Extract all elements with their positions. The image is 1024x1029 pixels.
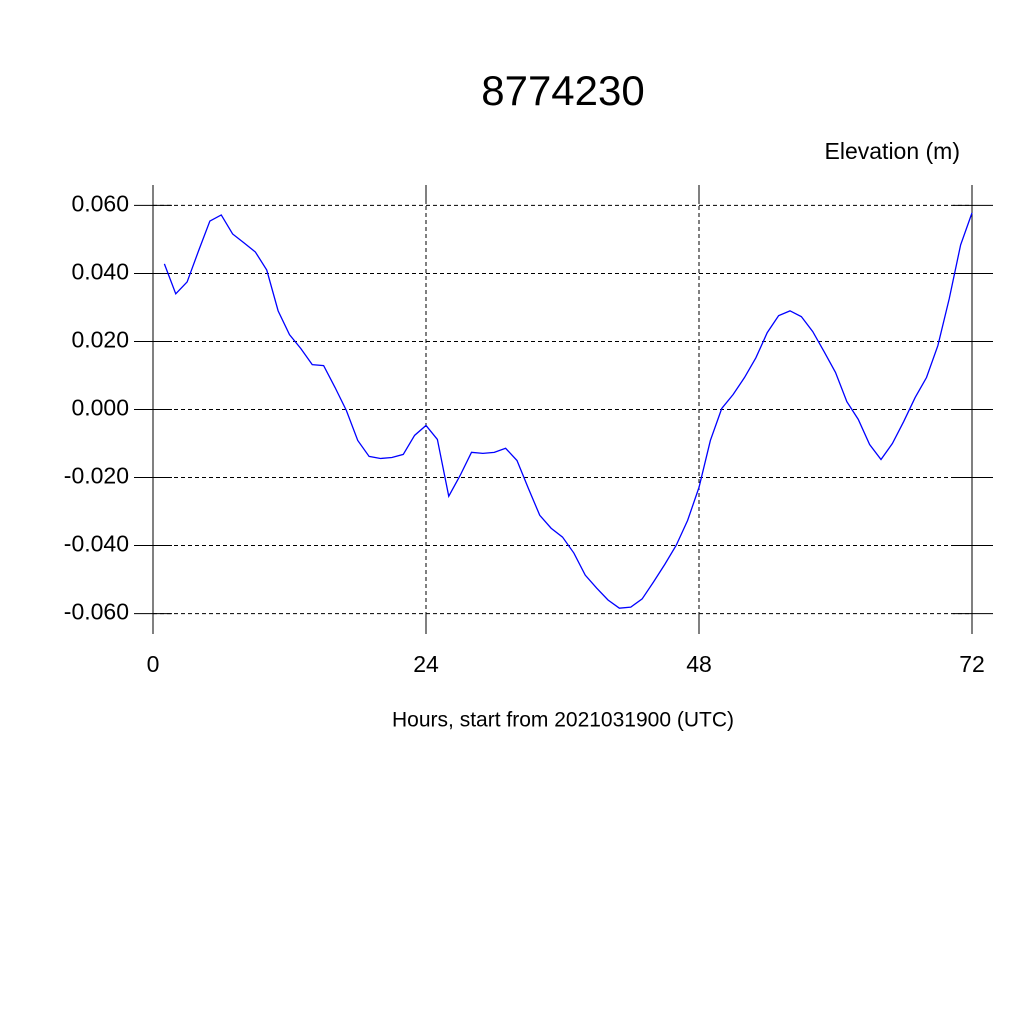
x-tick-label: 48 <box>686 651 712 677</box>
y-tick-label: -0.040 <box>64 531 129 557</box>
x-tick-label: 0 <box>147 651 160 677</box>
x-tick-label: 72 <box>959 651 985 677</box>
y-tick-label: 0.060 <box>71 190 129 216</box>
x-axis-label: Hours, start from 2021031900 (UTC) <box>392 709 734 732</box>
data-line <box>163 212 973 609</box>
y-tick-label: -0.060 <box>64 599 129 625</box>
chart-subtitle: Elevation (m) <box>825 138 960 164</box>
x-tick-label: 24 <box>413 651 439 677</box>
chart-title: 8774230 <box>481 67 645 114</box>
y-tick-label: 0.000 <box>71 395 129 421</box>
y-tick-label: 0.020 <box>71 327 129 353</box>
y-tick-label: 0.040 <box>71 259 129 285</box>
y-tick-label: -0.020 <box>64 463 129 489</box>
